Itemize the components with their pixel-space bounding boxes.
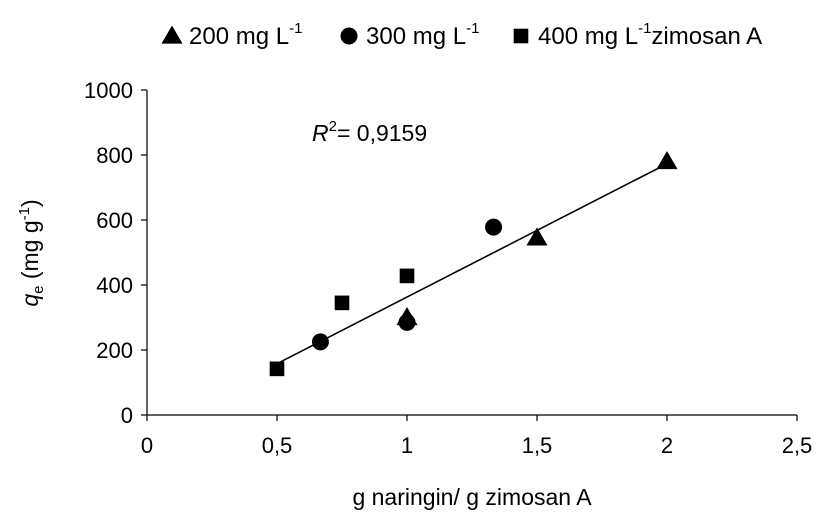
y-axis-title-symbol: q	[17, 294, 43, 307]
y-ticks: 0 200 400 600 800 1000	[84, 78, 147, 428]
y-tick-label: 0	[121, 403, 133, 428]
y-tick-label: 600	[96, 208, 133, 233]
data-point-square	[399, 268, 415, 284]
data-point-square	[269, 361, 285, 377]
data-point-square	[334, 295, 350, 311]
legend-label: 400 mg L-1zimosan A	[538, 20, 762, 50]
r-squared-r: R	[312, 120, 329, 146]
y-tick-label: 800	[96, 143, 133, 168]
legend-label: 200 mg L-1	[189, 20, 302, 50]
data-point-circle	[311, 333, 329, 351]
legend: 200 mg L-1 300 mg L-1 400 mg L-1zimosan A	[161, 20, 762, 50]
r-squared-annotation: R2= 0,9159	[312, 118, 427, 146]
x-tick-label: 0,5	[262, 433, 293, 458]
x-tick-label: 1	[401, 433, 413, 458]
y-axis-title-subscript: e	[30, 286, 47, 294]
data-point-triangle	[526, 227, 548, 246]
y-axis-title: qe (mg g-1)	[16, 199, 47, 306]
x-tick-label: 1,5	[522, 433, 553, 458]
x-tick-label: 2,5	[782, 433, 813, 458]
data-point-triangle	[656, 150, 678, 170]
legend-marker-circle	[340, 27, 358, 45]
r-squared-sup: 2	[329, 118, 337, 135]
x-axis-title: g naringin/ g zimosan A	[352, 484, 592, 510]
y-tick-label: 200	[96, 338, 133, 363]
y-axis-title-unit: (mg g	[17, 220, 43, 285]
x-ticks: 0 0,5 1 1,5 2 2,5	[141, 415, 812, 458]
x-tick-label: 2	[661, 433, 673, 458]
legend-marker-square	[513, 28, 529, 44]
y-axis-title-unit-sup: -1	[16, 207, 33, 220]
data-point-circle	[398, 313, 416, 331]
x-tick-label: 0	[141, 433, 153, 458]
y-axis-title-unit-close: )	[17, 199, 43, 207]
trendline	[276, 163, 668, 365]
data-points	[269, 150, 678, 377]
r-squared-value: = 0,9159	[337, 120, 427, 146]
legend-marker-triangle	[161, 25, 183, 44]
data-point-circle	[485, 218, 503, 236]
y-tick-label: 1000	[84, 78, 133, 103]
legend-label: 300 mg L-1	[366, 20, 479, 50]
y-tick-label: 400	[96, 273, 133, 298]
